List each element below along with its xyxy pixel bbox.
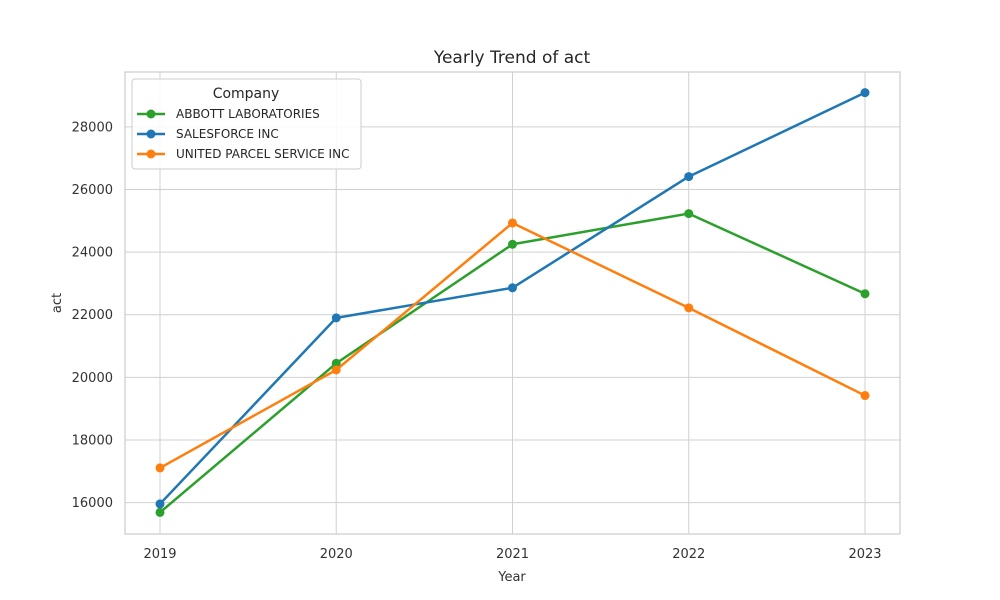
legend-label: UNITED PARCEL SERVICE INC — [176, 147, 349, 161]
y-tick-label: 22000 — [72, 308, 113, 323]
x-tick-label: 2020 — [320, 547, 353, 562]
data-point — [684, 172, 694, 182]
y-tick-label: 28000 — [72, 120, 113, 135]
y-tick-label: 20000 — [72, 371, 113, 386]
data-point — [860, 289, 870, 299]
data-point — [508, 283, 517, 293]
legend-box — [131, 78, 362, 170]
data-point — [684, 209, 694, 219]
data-point — [155, 499, 165, 509]
y-tick-label: 16000 — [72, 496, 113, 511]
x-tick-label: 2022 — [672, 547, 705, 562]
chart-title: Yearly Trend of act — [433, 48, 591, 68]
x-tick-label: 2019 — [143, 547, 176, 562]
x-tick-label: 2023 — [848, 547, 881, 562]
y-tick-label: 26000 — [72, 183, 113, 198]
y-tick-label: 24000 — [72, 246, 113, 261]
data-point — [155, 463, 165, 473]
legend-marker — [146, 149, 156, 159]
series-1 — [155, 209, 870, 517]
data-point — [331, 365, 341, 375]
data-point — [684, 303, 694, 313]
x-tick-label: 2021 — [496, 547, 529, 562]
legend-marker — [146, 109, 156, 119]
y-axis-label: act — [50, 293, 65, 313]
legend-title: Company — [213, 86, 280, 102]
data-point — [331, 313, 341, 323]
legend: Company ABBOTT LABORATORIES SALESFORCE INC… — [131, 78, 362, 170]
series-3 — [155, 218, 870, 473]
legend-label: ABBOTT LABORATORIES — [176, 107, 320, 121]
data-point — [155, 507, 165, 517]
data-point — [331, 358, 341, 368]
data-point — [860, 88, 870, 98]
data-point — [860, 391, 870, 401]
legend-label: SALESFORCE INC — [176, 127, 279, 141]
series-2 — [155, 88, 870, 509]
legend-marker — [146, 129, 156, 139]
x-axis-label: Year — [497, 570, 526, 585]
data-point — [508, 239, 517, 249]
y-tick-label: 18000 — [72, 434, 113, 449]
data-point — [508, 218, 517, 228]
